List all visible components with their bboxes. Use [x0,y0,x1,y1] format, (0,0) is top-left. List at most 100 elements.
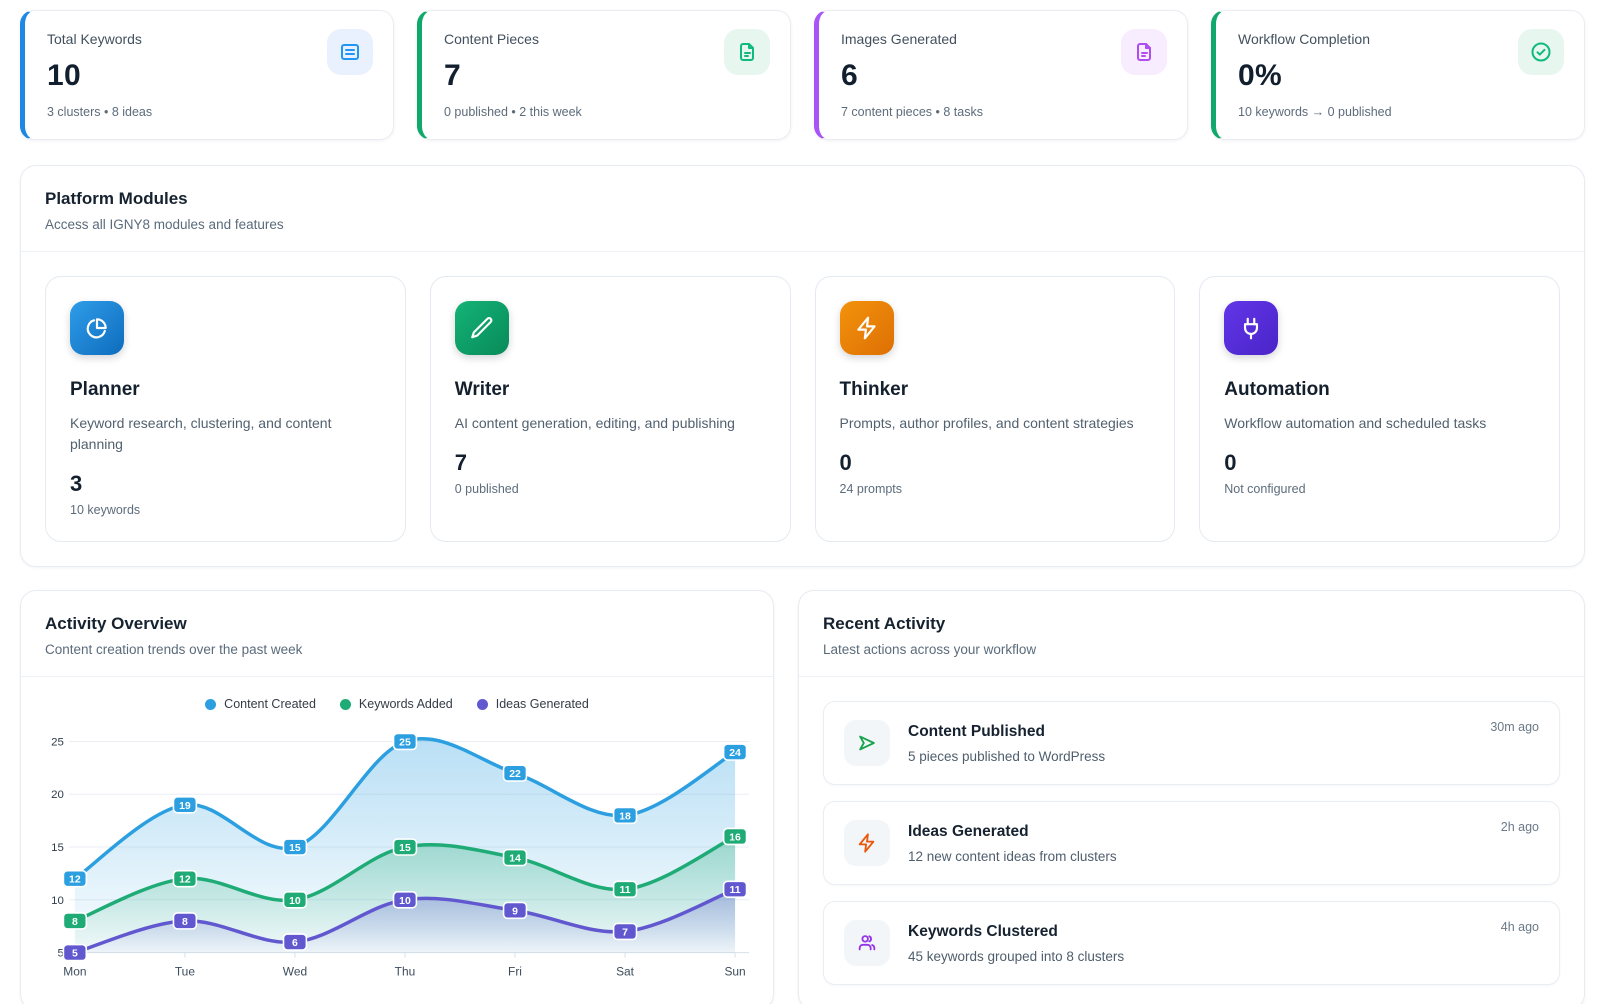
stat-sub: 7 content pieces • 8 tasks [841,105,983,119]
svg-text:12: 12 [179,875,191,886]
point-label-keywords-added: 15 [392,838,418,856]
svg-text:7: 7 [622,927,628,938]
module-description: Workflow automation and scheduled tasks [1224,415,1487,431]
activity-overview-panel: Activity Overview Content creation trend… [20,590,775,1004]
point-label-ideas-generated: 7 [612,922,638,941]
x-axis-label: Sat [616,964,635,978]
activity-item[interactable]: Content Published 5 pieces published to … [823,701,1560,785]
svg-text:18: 18 [619,811,631,822]
svg-text:24: 24 [729,748,741,759]
module-card-thinker[interactable]: Thinker Prompts, author profiles, and co… [814,276,1176,542]
y-tick-label: 15 [51,842,64,854]
activity-item[interactable]: Keywords Clustered 45 keywords grouped i… [823,901,1560,985]
activity-timestamp: 2h ago [1500,820,1539,834]
activity-timestamp: 30m ago [1490,720,1539,734]
point-label-keywords-added: 11 [612,880,638,899]
svg-text:15: 15 [399,843,411,854]
point-label-content-created: 18 [612,806,638,825]
point-label-content-created: 15 [282,838,308,856]
svg-text:8: 8 [72,917,78,928]
recent-activity-list: Content Published 5 pieces published to … [799,677,1584,1004]
module-description: AI content generation, editing, and publ… [454,415,735,431]
recent-activity-panel: Recent Activity Latest actions across yo… [798,590,1585,1004]
svg-text:10: 10 [399,896,411,907]
bottom-row: Activity Overview Content creation trend… [20,567,1585,1004]
x-axis-label: Mon [63,964,86,978]
activity-chart: 5 10 15 20 25 Mon Tue Wed Thu Fri Sat Sun 12 19 15 25 22… [45,723,750,990]
module-value: 0 [839,450,852,475]
legend-label: Ideas Generated [495,697,589,711]
legend-dot [339,698,351,710]
legend-item-ideas-generated[interactable]: Ideas Generated [476,697,589,711]
list-icon [327,29,373,75]
legend-dot [476,698,488,710]
y-tick-label: 5 [58,948,64,960]
check-circle-icon [1518,29,1564,75]
send-icon [844,720,891,766]
point-label-content-created: 25 [392,732,418,751]
module-value: 0 [1224,450,1237,475]
modules-grid: Planner Keyword research, clustering, an… [21,252,1584,566]
module-card-planner[interactable]: Planner Keyword research, clustering, an… [45,276,406,542]
x-axis-label: Fri [508,964,522,978]
svg-text:8: 8 [182,917,188,928]
module-card-automation[interactable]: Automation Workflow automation and sched… [1199,276,1560,542]
x-axis-label: Wed [283,964,307,978]
pencil-icon [454,301,509,355]
svg-text:5: 5 [72,949,78,960]
point-label-keywords-added: 12 [172,869,198,888]
activity-description: 45 keywords grouped into 8 clusters [908,948,1125,964]
point-label-content-created: 24 [722,743,748,761]
legend-label: Keywords Added [358,697,453,711]
svg-text:12: 12 [69,875,81,886]
activity-overview-header: Activity Overview Content creation trend… [21,591,774,677]
svg-text:16: 16 [729,832,741,843]
svg-text:9: 9 [512,906,518,917]
stat-card: Total Keywords 10 3 clusters • 8 ideas [20,10,394,140]
legend-label: Content Created [224,697,316,711]
users-icon [844,920,891,966]
point-label-ideas-generated: 8 [172,912,198,930]
module-card-writer[interactable]: Writer AI content generation, editing, a… [429,276,791,542]
module-description: Keyword research, clustering, and conten… [70,415,332,452]
activity-description: 5 pieces published to WordPress [908,748,1106,764]
svg-text:25: 25 [399,737,411,748]
legend-item-content-created[interactable]: Content Created [205,697,316,711]
svg-text:11: 11 [730,885,741,896]
platform-modules-subtitle: Access all IGNY8 modules and features [45,217,284,232]
stat-label: Workflow Completion [1238,31,1371,47]
svg-text:14: 14 [509,854,521,865]
module-title: Planner [70,379,140,400]
module-sub-label: 10 keywords [70,503,141,517]
y-tick-label: 10 [51,895,64,907]
stat-card: Images Generated 6 7 content pieces • 8 … [814,10,1188,140]
point-label-content-created: 12 [62,869,88,888]
point-label-keywords-added: 10 [282,891,308,909]
point-label-keywords-added: 14 [502,848,528,867]
activity-overview-subtitle: Content creation trends over the past we… [45,642,303,657]
stat-value: 6 [841,59,858,92]
y-tick-label: 20 [51,789,64,801]
x-axis-label: Sun [724,964,745,978]
stat-value: 10 [47,59,81,92]
stat-value: 0% [1238,59,1282,92]
legend-item-keywords-added[interactable]: Keywords Added [339,697,453,711]
module-description: Prompts, author profiles, and content st… [839,415,1134,431]
pie-chart-icon [70,301,124,355]
activity-timestamp: 4h ago [1500,920,1539,934]
module-sub-label: 0 published [454,482,519,496]
platform-modules-panel: Platform Modules Access all IGNY8 module… [20,165,1585,567]
module-sub-label: Not configured [1224,482,1306,496]
activity-item[interactable]: Ideas Generated 12 new content ideas fro… [823,801,1560,885]
platform-modules-header: Platform Modules Access all IGNY8 module… [21,166,1584,252]
recent-activity-title: Recent Activity [823,614,946,633]
point-label-content-created: 22 [502,764,528,782]
svg-text:22: 22 [509,769,521,780]
stat-sub: 10 keywords → 0 published [1238,105,1392,119]
stat-label: Total Keywords [47,31,142,47]
plug-icon [1224,301,1279,355]
platform-modules-title: Platform Modules [45,189,188,208]
module-title: Automation [1224,379,1330,400]
point-label-ideas-generated: 5 [62,943,88,962]
svg-text:10: 10 [289,896,301,907]
